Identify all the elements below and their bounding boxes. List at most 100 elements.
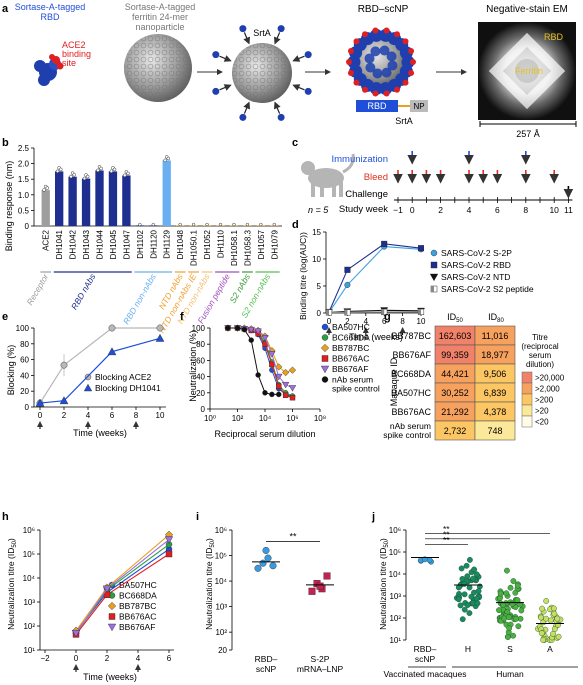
legend-swatch <box>521 371 533 384</box>
rbd-dot <box>212 51 220 59</box>
legend-label: BA507HC <box>119 580 157 590</box>
ferritin-nanoparticle-icon <box>124 34 192 102</box>
x-tick-label: DH1044 <box>96 229 105 259</box>
data-point <box>471 566 478 573</box>
data-point <box>514 597 521 603</box>
id80-value: 9,506 <box>484 369 507 379</box>
scnp-rbd-inner <box>364 53 375 64</box>
data-point <box>264 554 272 562</box>
data-point <box>540 637 547 643</box>
data-point <box>457 602 464 609</box>
data-point-fill <box>344 309 348 316</box>
week-label: 0 <box>410 205 415 215</box>
legend-marker <box>320 343 330 353</box>
data-point <box>254 328 262 335</box>
bar-replicate-point <box>123 173 127 178</box>
row-label: BC668DA <box>391 369 431 379</box>
ferritin-title-1: Sortase-A-tagged <box>125 2 196 12</box>
data-point <box>288 366 297 374</box>
y-tick-label: 40 <box>20 371 29 380</box>
bar-replicate-point <box>272 222 276 227</box>
id80-cell <box>474 420 516 441</box>
y-tick-label: 20 <box>20 387 29 396</box>
scnp-ace2 <box>402 38 409 45</box>
data-point <box>517 601 524 608</box>
rbd-dot <box>212 87 220 95</box>
series-line <box>227 327 293 398</box>
scnp-rbd-inner <box>379 45 390 56</box>
ace2-label-3: site <box>62 58 76 68</box>
panel-g-label: g <box>384 311 391 323</box>
panel-f-ylabel: Neutralization (%) <box>188 330 198 402</box>
scnp-ace2 <box>372 90 379 97</box>
data-point <box>513 615 519 622</box>
panel-g-ylabel: Macaque ID <box>389 357 399 406</box>
y-tick-label: 10⁵ <box>389 548 401 557</box>
bar-replicate-point <box>191 222 196 227</box>
bar-replicate-point <box>99 166 103 171</box>
panel-i: i Neutralization titre (ID50) 20 10² 10³ 10… <box>196 511 343 674</box>
bar-replicate-point <box>85 174 90 179</box>
legend-label: BB787BC <box>332 343 369 353</box>
x-tick-label: DH1129 <box>163 229 172 258</box>
legend-marker <box>321 355 329 362</box>
scnp-rbd-inner <box>387 60 398 71</box>
y-tick-label: 10¹ <box>389 636 401 645</box>
id50-value: 162,603 <box>439 331 472 341</box>
bar-replicate-point <box>218 222 223 227</box>
data-point <box>71 630 81 638</box>
bar <box>108 171 118 226</box>
y-tick-label: 10³ <box>23 598 35 607</box>
bar-replicate-point <box>59 167 63 172</box>
legend-swatch <box>521 393 533 406</box>
data-point <box>506 625 513 632</box>
panel-f-chart: 0 20 40 60 80 100 10⁰ 10² 10⁴ 10⁶ 10⁸ BA507HCBC668D… <box>192 322 380 423</box>
id50-value: 2,732 <box>444 426 467 436</box>
data-point <box>510 578 517 584</box>
data-point <box>455 596 462 603</box>
data-point <box>512 589 519 596</box>
legend-marker <box>83 383 93 392</box>
data-point <box>538 630 545 637</box>
data-point <box>268 351 276 358</box>
data-point <box>276 391 282 398</box>
data-point <box>59 396 69 405</box>
srta-loading-particle-icon <box>232 43 292 103</box>
category-label: S-2P <box>311 654 330 664</box>
y-tick-label: 10³ <box>215 603 227 612</box>
scnp-ace2 <box>383 27 390 34</box>
x-tick-label: DH1048 <box>176 229 185 259</box>
col-id80-header: ID80 <box>488 312 504 324</box>
legend-marker <box>430 285 438 293</box>
bar-replicate-point <box>166 156 171 161</box>
legend-marker <box>321 323 329 331</box>
data-point <box>269 361 275 368</box>
scnp-ace2 <box>394 86 400 93</box>
data-point <box>458 565 465 572</box>
category-label: scNP <box>415 654 436 664</box>
data-point-fill <box>326 309 329 316</box>
construct-srta-label: SrtA <box>395 116 413 126</box>
y-tick-label: 0.5 <box>18 206 30 215</box>
x-tick-label: 10 <box>156 411 165 420</box>
legend-label: BC668DA <box>119 591 157 601</box>
id80-value: 4,378 <box>484 407 507 417</box>
data-point-fill <box>418 309 421 315</box>
data-point <box>417 308 425 316</box>
srta-arrow <box>292 55 305 62</box>
bar-replicate-point <box>245 222 250 227</box>
data-point <box>102 585 112 594</box>
group-label-left: Vaccinated macaques <box>383 669 466 679</box>
panel-j: j Neutralization titre (ID50) 10¹10²10³1… <box>371 511 578 679</box>
category-label: mRNA–LNP <box>297 664 344 674</box>
scnp-ace2 <box>347 69 354 76</box>
data-point <box>35 398 45 407</box>
scnp-ace2 <box>410 59 416 65</box>
srta-arrows <box>212 25 312 121</box>
data-point-fill <box>381 309 385 315</box>
data-point <box>468 593 475 600</box>
y-tick-label: 10 <box>312 255 321 264</box>
legend-label: >2,000 <box>535 385 560 394</box>
data-point <box>381 240 388 247</box>
